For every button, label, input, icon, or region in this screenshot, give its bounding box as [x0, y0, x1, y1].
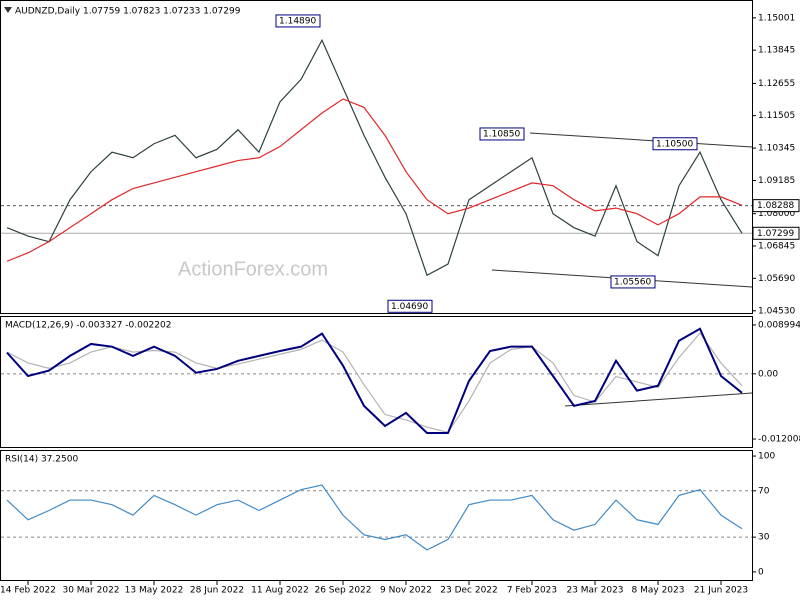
x-tick-label: 23 Mar 2023	[566, 586, 623, 596]
y-tick-label: 30	[758, 533, 770, 543]
y-tick-label: 0.00	[758, 369, 778, 379]
series-line	[6, 38, 743, 277]
x-tick-label: 11 Aug 2022	[251, 586, 309, 596]
y-tick-label: 1.08000	[758, 209, 795, 219]
x-tick-label: 8 May 2023	[632, 586, 685, 596]
x-tick-label: 28 Jun 2022	[190, 586, 244, 596]
level-label: 1.07299	[757, 229, 794, 239]
annotation-label: 1.05560	[614, 277, 651, 287]
x-tick-label: 9 Nov 2022	[380, 586, 432, 596]
y-tick-label: 0.008994	[758, 320, 800, 330]
watermark: ActionForex.com	[178, 258, 328, 280]
y-tick-label: -0.012008	[758, 435, 800, 445]
y-tick-label: 1.12655	[758, 79, 795, 89]
level-box	[752, 226, 800, 240]
trend-line	[564, 392, 753, 407]
annotation-box	[610, 275, 656, 289]
y-tick-label: 1.11505	[758, 111, 795, 121]
level-label: 1.08288	[757, 201, 794, 211]
x-tick-label: 7 Feb 2023	[507, 586, 557, 596]
annotation-box	[275, 14, 321, 28]
series-line	[6, 484, 743, 551]
rsi-panel	[0, 450, 753, 581]
x-tick-label: 13 May 2022	[125, 586, 184, 596]
price-header: AUDNZD,Daily 1.07759 1.07823 1.07233 1.0…	[15, 7, 241, 17]
x-tick-label: 23 Dec 2022	[440, 586, 498, 596]
y-tick-label: 0	[758, 567, 764, 577]
y-tick-label: 1.13845	[758, 46, 795, 56]
header-icon	[4, 7, 12, 13]
annotation-label: 1.10850	[483, 129, 520, 139]
annotation-box	[387, 299, 433, 313]
annotation-label: 1.14890	[279, 16, 316, 26]
y-tick-label: 1.15001	[758, 13, 795, 23]
y-tick-label: 1.09185	[758, 176, 795, 186]
rsi-header: RSI(14) 37.2500	[5, 455, 78, 465]
y-tick-label: 1.05690	[758, 274, 795, 284]
y-tick-label: 70	[758, 486, 770, 496]
macd-panel	[0, 316, 753, 448]
x-tick-label: 14 Feb 2022	[0, 586, 56, 596]
price-panel	[0, 0, 753, 314]
annotation-label: 1.10500	[656, 139, 693, 149]
y-tick-label: 1.04530	[758, 306, 795, 316]
y-tick-label: 1.06845	[758, 242, 795, 252]
series-line	[6, 98, 743, 262]
series-line	[6, 327, 743, 434]
trend-line	[529, 132, 753, 148]
annotation-label: 1.04690	[391, 302, 428, 312]
y-tick-label: 100	[758, 452, 775, 462]
x-tick-label: 26 Sep 2022	[314, 586, 371, 596]
y-tick-label: 1.10345	[758, 144, 795, 154]
annotation-box	[652, 137, 698, 151]
annotation-box	[479, 127, 525, 141]
level-box	[752, 199, 800, 213]
x-tick-label: 21 Jun 2023	[694, 586, 748, 596]
series-line	[6, 332, 743, 434]
macd-header: MACD(12,26,9) -0.003327 -0.002202	[5, 321, 171, 331]
x-tick-label: 30 Mar 2022	[62, 586, 119, 596]
